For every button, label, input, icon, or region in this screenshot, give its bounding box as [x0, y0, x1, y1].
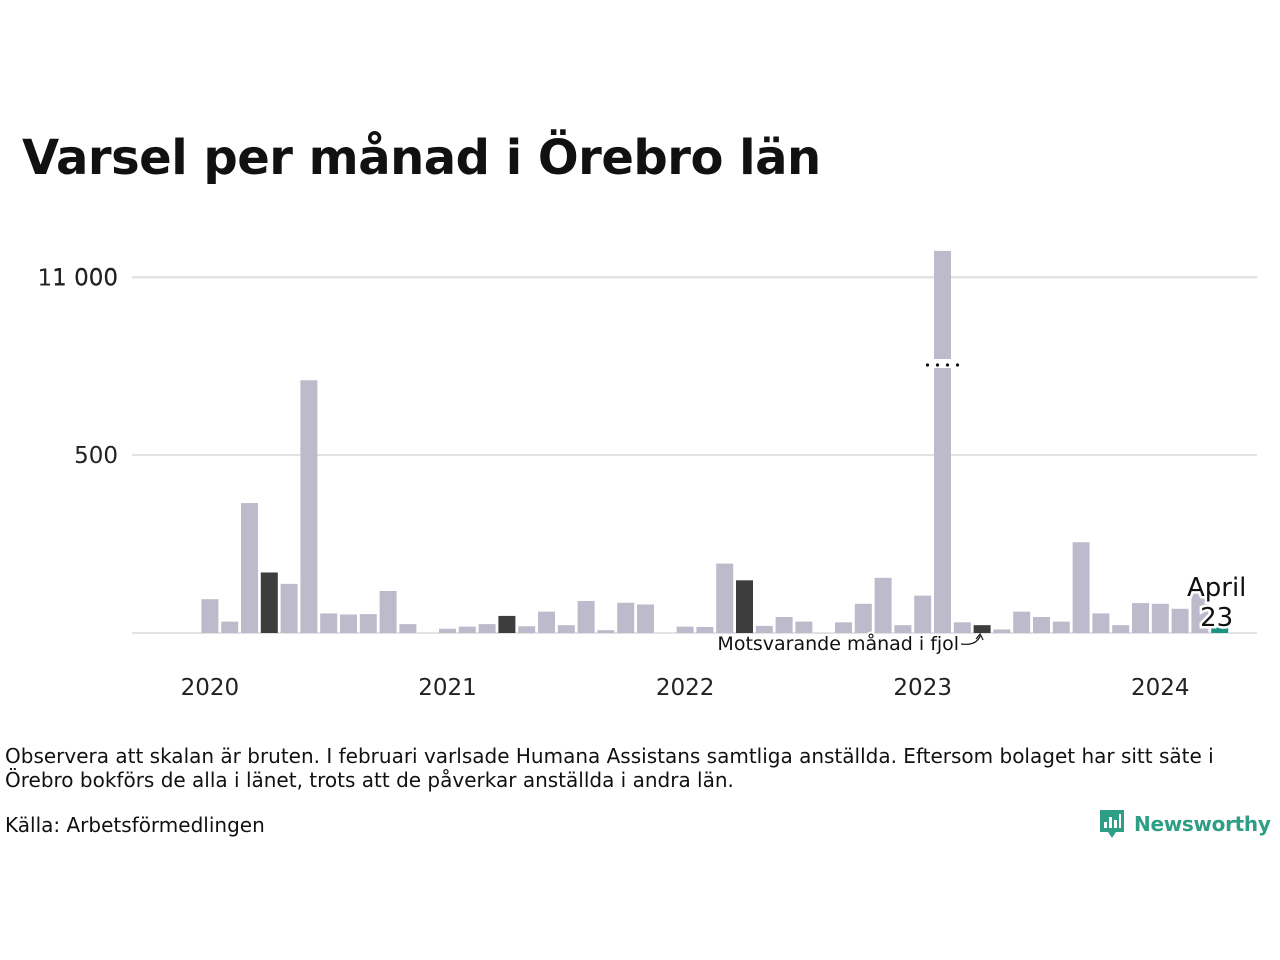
bar: [795, 621, 813, 633]
bar: [934, 250, 951, 633]
bar: [775, 616, 793, 633]
bar-current: [1211, 624, 1229, 633]
last-month-label: April: [1187, 573, 1246, 603]
bar-highlighted: [260, 572, 278, 633]
bar: [953, 622, 971, 633]
gridlines: [132, 276, 1257, 634]
x-tick-label: 2023: [893, 675, 952, 701]
bar: [755, 625, 773, 633]
chart-title: Varsel per månad i Örebro län: [22, 130, 821, 186]
bar: [835, 622, 852, 633]
scale-break-dot: [925, 363, 930, 367]
y-tick-label: 11 000: [38, 266, 118, 292]
bar: [201, 599, 219, 633]
bar: [1191, 592, 1209, 633]
brand-name: Newsworthy: [1134, 812, 1271, 836]
newsworthy-logo[interactable]: Newsworthy: [1098, 808, 1271, 840]
x-tick-label: 2020: [181, 675, 240, 701]
bar: [854, 603, 872, 633]
scale-break: [920, 359, 965, 368]
bar: [538, 611, 555, 633]
bar: [1171, 608, 1189, 633]
bar: [518, 626, 536, 633]
bar-highlighted: [498, 615, 516, 633]
bar-highlighted: [736, 580, 753, 633]
bar: [1092, 613, 1110, 633]
bar: [993, 629, 1011, 633]
bar: [300, 380, 318, 633]
bar: [914, 595, 932, 633]
bar-highlighted: [973, 625, 991, 633]
bar: [221, 621, 239, 633]
bar: [478, 624, 496, 633]
bar: [1112, 625, 1130, 633]
bar: [399, 624, 417, 633]
bar: [1151, 603, 1169, 633]
bar: [320, 613, 338, 633]
bar: [577, 600, 595, 633]
bar: [874, 577, 892, 633]
newsworthy-logo-icon: [1100, 810, 1124, 838]
bar: [340, 614, 357, 633]
y-tick-label: 1 000: [52, 265, 118, 291]
source-line: Källa: Arbetsförmedlingen: [5, 813, 265, 837]
scale-break-dot: [935, 363, 940, 367]
x-tick-label: 2024: [1131, 675, 1190, 701]
bar: [241, 503, 258, 633]
scale-break-dot: [955, 363, 960, 367]
x-axis-ticks: 2020 2021 2022 2023 2024: [181, 675, 1190, 701]
bar: [894, 625, 912, 633]
chart-note: Observera att skalan är bruten. I februa…: [5, 744, 1214, 792]
last-value-label: 23: [1200, 603, 1233, 633]
y-tick-label: 500: [74, 443, 118, 469]
bar: [597, 630, 615, 633]
bar: [716, 563, 734, 633]
x-tick-label: 2022: [656, 675, 715, 701]
comparison-arrow: [961, 635, 981, 645]
bar: [379, 590, 397, 633]
bars: [201, 250, 1229, 633]
bar: [557, 625, 575, 633]
bar: [1072, 542, 1090, 633]
bar: [458, 626, 476, 633]
bar: [280, 583, 298, 633]
bar: [696, 626, 714, 633]
comparison-label: Motsvarande månad i fjol: [717, 632, 959, 655]
bar: [439, 628, 456, 633]
bar: [617, 602, 635, 633]
comparison-arrowhead: [975, 632, 984, 641]
bar: [676, 626, 694, 633]
x-tick-label: 2021: [418, 675, 477, 701]
bar: [1013, 611, 1031, 633]
bar: [1052, 621, 1070, 633]
bar: [1033, 616, 1050, 633]
bar: [1132, 603, 1149, 633]
bar: [359, 614, 377, 633]
scale-break-dot: [945, 363, 950, 367]
bar: [637, 604, 654, 633]
